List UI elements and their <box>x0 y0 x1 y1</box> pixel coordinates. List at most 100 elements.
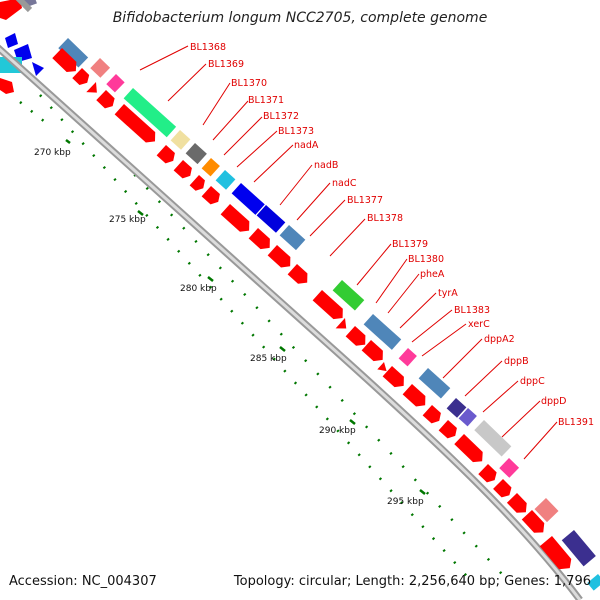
cds-arrow <box>96 90 115 109</box>
tick-label-295: 295 kbp <box>387 497 424 507</box>
cds-arrow <box>248 228 270 250</box>
cds-block <box>185 143 207 165</box>
gene-label-bl1391[interactable]: BL1391 <box>558 417 594 428</box>
cds-arrow <box>287 264 308 284</box>
backbone-inner <box>0 47 582 600</box>
gene-label-bl1369[interactable]: BL1369 <box>208 59 244 70</box>
cds-block <box>123 88 177 138</box>
gene-label-bl1368[interactable]: BL1368 <box>190 42 226 53</box>
cds-arrow <box>345 326 366 346</box>
cds-arrow <box>335 318 347 329</box>
cds-arrow <box>438 420 457 439</box>
cds-arrow <box>361 340 383 362</box>
cds-arrow <box>201 186 220 205</box>
scale-ruler <box>19 94 513 586</box>
gene-label-phea[interactable]: pheA <box>420 269 445 280</box>
cds-arrow <box>521 510 545 533</box>
offscreen-features <box>0 0 44 94</box>
cds-arrow <box>267 245 291 268</box>
cds-block <box>458 408 477 427</box>
cds-arrow <box>0 0 22 20</box>
gene-label-tyra[interactable]: tyrA <box>438 288 458 299</box>
backbone-top-stub <box>15 0 33 13</box>
cds-arrow <box>382 366 404 388</box>
cds-arrow <box>402 384 426 407</box>
cds-block <box>474 420 512 457</box>
gene-label-nadb[interactable]: nadB <box>314 160 338 171</box>
cds-block <box>561 530 596 567</box>
cds-block <box>231 183 265 215</box>
label-leaders <box>139 45 558 460</box>
cds-arrow <box>377 362 387 372</box>
cds-arrow <box>312 290 343 320</box>
ruler-tick-mark <box>349 419 356 425</box>
cds-block <box>446 398 467 418</box>
gene-label-bl1383[interactable]: BL1383 <box>454 305 490 316</box>
cds-block <box>58 38 89 68</box>
tick-label-280: 280 kbp <box>180 284 217 294</box>
gene-label-xerc[interactable]: xerC <box>468 319 490 330</box>
gene-label-bl1380[interactable]: BL1380 <box>408 254 444 265</box>
cds-block <box>256 205 286 233</box>
cds-arrow-reverse <box>5 33 18 48</box>
cds-arrow-reverse <box>32 62 44 76</box>
cds-block <box>201 158 220 177</box>
gene-label-nadc[interactable]: nadC <box>332 178 357 189</box>
gene-label-bl1378[interactable]: BL1378 <box>367 213 403 224</box>
gene-label-bl1377[interactable]: BL1377 <box>347 195 383 206</box>
cds-block <box>106 74 125 93</box>
cds-arrow <box>478 464 497 483</box>
ruler-tick-mark <box>207 276 214 282</box>
ruler-dot-line <box>19 101 46 123</box>
gene-label-dppb[interactable]: dppB <box>504 356 529 367</box>
cds-arrow <box>156 145 175 164</box>
cds-block <box>398 348 417 367</box>
cds-arrow <box>189 175 205 191</box>
cds-arrow <box>454 434 483 463</box>
gene-label-dppa2[interactable]: dppA2 <box>484 334 515 345</box>
cds-block <box>534 498 559 523</box>
accession-text: Accession: NC_004307 <box>9 574 157 589</box>
tick-label-285: 285 kbp <box>250 354 287 364</box>
cds-block <box>418 368 451 399</box>
cds-arrow <box>220 204 250 232</box>
gene-label-bl1372[interactable]: BL1372 <box>263 111 299 122</box>
ruler-tick-mark <box>65 139 71 144</box>
gene-label-bl1373[interactable]: BL1373 <box>278 126 314 137</box>
cds-arrow <box>72 68 90 86</box>
ruler-dot-line <box>39 94 473 583</box>
ruler-tick-mark <box>279 346 286 352</box>
cds-arrow <box>506 493 527 513</box>
cds-arrow <box>173 160 192 179</box>
cds-block <box>363 314 402 350</box>
forward-strand-features <box>58 38 600 591</box>
cds-block <box>499 458 520 478</box>
gene-label-bl1371[interactable]: BL1371 <box>248 95 284 106</box>
cds-block <box>279 225 306 251</box>
reverse-strand-features <box>52 48 572 570</box>
ruler-dot-line <box>109 147 513 586</box>
cds-block <box>587 574 600 591</box>
cds-block <box>90 58 111 78</box>
cds-arrow <box>52 48 77 72</box>
cds-arrow <box>0 78 14 94</box>
tick-label-270: 270 kbp <box>34 148 71 158</box>
cds-arrow <box>86 82 97 93</box>
ruler-tick-mark <box>137 210 144 216</box>
ruler-tick-mark <box>419 489 426 495</box>
cds-block <box>332 280 365 311</box>
cds-arrow <box>493 479 512 498</box>
gene-label-nada[interactable]: nadA <box>294 140 319 151</box>
tick-label-290: 290 kbp <box>319 426 356 436</box>
gene-label-dppd[interactable]: dppD <box>541 396 566 407</box>
gene-label-dppc[interactable]: dppC <box>520 376 545 387</box>
cds-block <box>215 170 236 190</box>
gene-label-bl1379[interactable]: BL1379 <box>392 239 428 250</box>
cds-arrow <box>114 104 156 143</box>
genome-title: Bifidobacterium longum NCC2705, complete… <box>112 10 488 26</box>
gene-label-bl1370[interactable]: BL1370 <box>231 78 267 89</box>
cds-block <box>170 130 191 150</box>
cds-arrow <box>422 405 441 424</box>
